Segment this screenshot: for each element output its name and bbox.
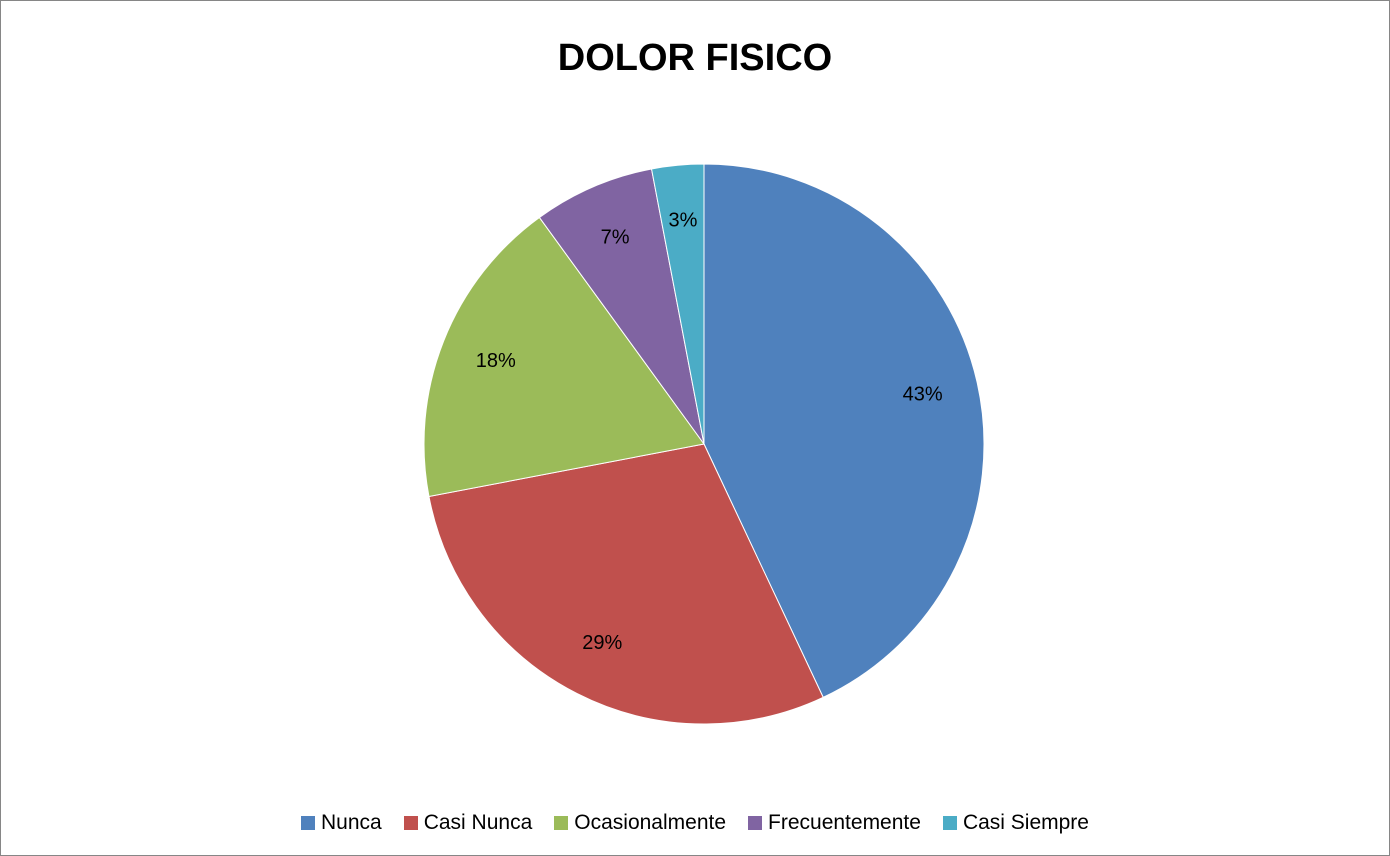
data-label: 43% bbox=[903, 383, 943, 405]
data-label: 18% bbox=[476, 350, 516, 372]
data-label: 29% bbox=[582, 632, 622, 654]
pie-slice-nunca bbox=[703, 163, 985, 699]
legend-item-ocasionalmente: Ocasionalmente bbox=[554, 811, 726, 835]
legend-swatch bbox=[748, 816, 763, 830]
legend-label: Ocasionalmente bbox=[574, 811, 727, 834]
legend-swatch bbox=[942, 816, 957, 830]
legend-swatch bbox=[554, 816, 569, 830]
data-label: 3% bbox=[668, 209, 697, 231]
legend-item-casi-nunca: Casi Nunca bbox=[403, 811, 533, 835]
data-label: 7% bbox=[601, 227, 630, 249]
legend-item-nunca: Nunca bbox=[301, 811, 382, 835]
legend-item-casi-siempre: Casi Siempre bbox=[942, 811, 1089, 835]
legend-label: Nunca bbox=[321, 811, 382, 834]
pie-slice-casi-nunca bbox=[428, 443, 824, 725]
legend-swatch bbox=[301, 816, 315, 830]
legend-label: Casi Nunca bbox=[423, 811, 533, 834]
legend-swatch bbox=[403, 816, 418, 830]
chart-title: DOLOR FISICO bbox=[557, 37, 833, 79]
pie-slice-frecuentemente bbox=[538, 168, 705, 445]
pie-slice-ocasionalmente bbox=[423, 216, 705, 498]
pie-slice-casi-siempre bbox=[650, 163, 705, 445]
legend-label: Frecuentemente bbox=[768, 811, 921, 834]
legend: Nunca Casi Nunca Ocasionalmente Frecuent… bbox=[1, 811, 1389, 835]
legend-label: Casi Siempre bbox=[962, 811, 1089, 834]
legend-item-frecuentemente: Frecuentemente bbox=[748, 811, 921, 835]
